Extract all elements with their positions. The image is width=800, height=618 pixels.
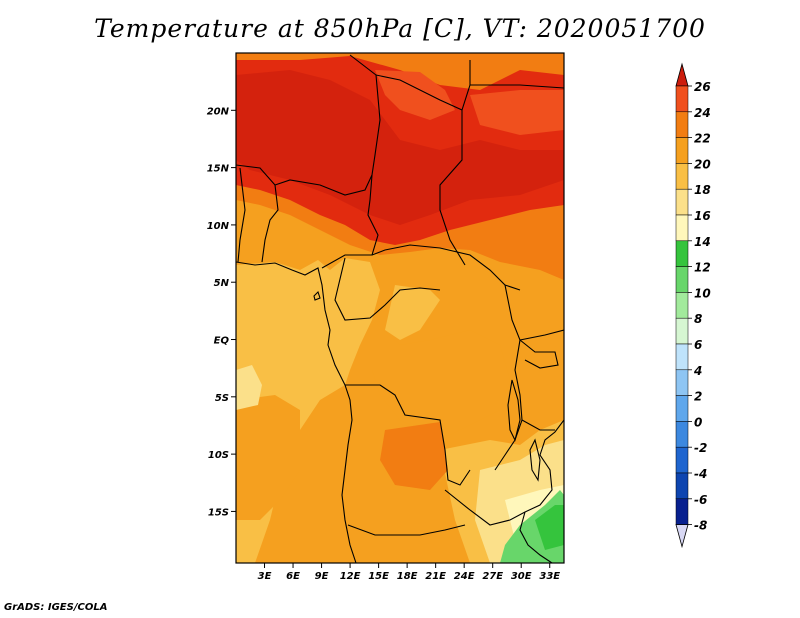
lon-tick-label: 27E: [482, 571, 503, 582]
lake-tanganyika: [507, 379, 521, 442]
grads-credit: GrADS: IGES/COLA: [4, 602, 108, 613]
colorbar-label: 0: [694, 415, 702, 429]
colorbar-label: 6: [694, 338, 702, 352]
colorbar-label: -8: [694, 519, 707, 533]
lon-tick-label: 9E: [315, 571, 329, 582]
colorbar-band: [675, 498, 689, 525]
coastline-east: [519, 419, 564, 563]
field-22-24-northeast: [470, 90, 564, 135]
colorbar-label: 20: [694, 157, 711, 171]
coastline-west: [236, 261, 357, 563]
field-26-plus-north: [236, 70, 564, 225]
colorbar-label: 10: [694, 286, 711, 300]
field-20-22-central: [372, 320, 510, 440]
longitude-axis: 3E 6E 9E 12E 15E 18E 21E 24E 27E 30E 33E: [258, 563, 560, 582]
field-16-18-coast: [236, 365, 262, 410]
colorbar-band: [675, 369, 689, 396]
colorbar-top-arrow: [675, 62, 689, 87]
border-east-africa: [519, 329, 564, 341]
lon-tick-label: 15E: [368, 571, 389, 582]
colorbar-label: 4: [693, 364, 702, 378]
colorbar-band: [675, 214, 689, 242]
lon-tick-label: 18E: [397, 571, 418, 582]
border-congo: [334, 257, 441, 321]
colorbar-band: [675, 395, 689, 422]
colorbar-label: -6: [694, 493, 707, 507]
lon-tick-label: 3E: [258, 571, 272, 582]
colorbar-band: [675, 188, 689, 216]
lat-tick-label: 15N: [207, 164, 230, 175]
field-20-22-west-ocean: [236, 395, 300, 520]
lon-tick-label: 33E: [539, 571, 560, 582]
border-sahara: [236, 54, 381, 196]
colorbar-label: 18: [694, 183, 711, 197]
latitude-axis: 20N 15N 10N 5N EQ 5S 10S 15S: [207, 106, 236, 518]
border-angola-south: [347, 524, 466, 536]
country-borders: [236, 54, 564, 563]
field-18-20-center: [385, 285, 440, 340]
border-drc-east: [494, 284, 523, 471]
border-benin-nigeria: [237, 167, 246, 263]
colorbar-band: [675, 137, 689, 164]
lon-tick-label: 21E: [425, 571, 446, 582]
lat-tick-label: 10S: [208, 450, 229, 461]
border-zambia: [444, 489, 526, 526]
border-tanzania: [521, 419, 555, 431]
lat-tick-label: 20N: [207, 106, 230, 117]
colorbar-band: [675, 85, 689, 113]
colorbar-label: 22: [694, 132, 711, 146]
lat-tick-label: 10N: [207, 221, 230, 232]
colorbar-label: 26: [694, 80, 711, 94]
colorbar-band: [675, 266, 689, 293]
colorbar-label: 14: [694, 235, 711, 249]
colorbar-label: 12: [694, 261, 711, 275]
lon-tick-label: 12E: [340, 571, 361, 582]
lon-tick-label: 6E: [286, 571, 300, 582]
lat-tick-label: EQ: [214, 336, 230, 347]
colorbar-label: 8: [694, 312, 702, 326]
colorbar-band: [675, 421, 689, 448]
colorbar-band: [675, 240, 689, 267]
colorbar-label: 24: [694, 106, 711, 120]
field-12-14-highland: [535, 505, 564, 550]
colorbar-label: -4: [694, 467, 707, 481]
field-20-22-angola: [380, 422, 448, 490]
temperature-field: [236, 53, 564, 563]
border-sudan: [470, 84, 564, 89]
border-niger-chad: [375, 74, 466, 266]
border-drc-south: [345, 384, 471, 486]
colorbar-band: [675, 292, 689, 319]
border-lake-victoria: [519, 339, 559, 369]
lat-tick-label: 5N: [214, 278, 230, 289]
colorbar-band: [675, 111, 689, 138]
lat-tick-label: 15S: [208, 507, 229, 518]
map-title: Temperature at 850hPa [C], VT: 202005170…: [94, 14, 706, 43]
colorbar-label: -2: [694, 441, 707, 455]
lon-tick-label: 30E: [511, 571, 532, 582]
colorbar-label: 2: [694, 390, 702, 404]
colorbar-band: [675, 472, 689, 500]
colorbar-bottom-arrow: [675, 524, 689, 549]
border-cameroon: [321, 174, 379, 269]
colorbar-label: 16: [694, 209, 711, 223]
lake-malawi: [529, 438, 541, 482]
border-car: [371, 244, 521, 291]
colorbar-band: [675, 343, 689, 371]
lat-tick-label: 5S: [215, 393, 229, 404]
field-22-24-northcenter: [375, 70, 455, 120]
lon-tick-label: 24E: [454, 571, 475, 582]
colorbar-band: [675, 163, 689, 190]
colorbar-band: [675, 446, 689, 474]
colorbar-band: [675, 317, 689, 345]
border-nigeria-cameroon: [261, 184, 279, 263]
map-frame: [235, 52, 565, 564]
island-bioko: [313, 290, 321, 301]
